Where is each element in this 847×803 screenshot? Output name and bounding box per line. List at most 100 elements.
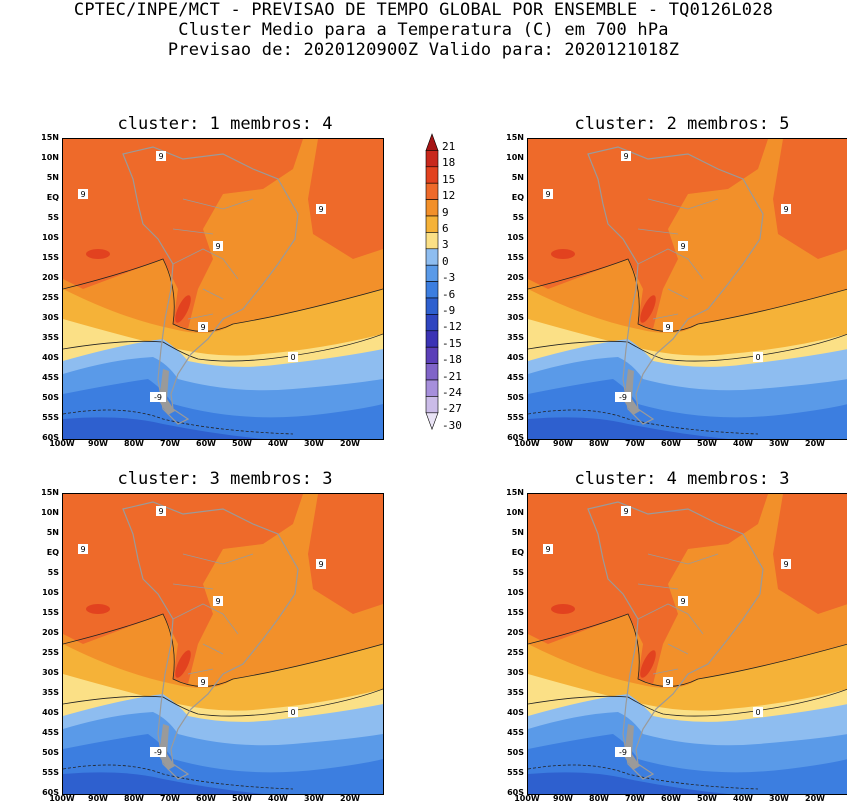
lat-tick-label: 15S — [42, 253, 59, 262]
temp-15-core-west — [551, 249, 575, 259]
colorbar-label: -21 — [442, 369, 462, 383]
contour-0 — [63, 333, 383, 362]
lat-tick-label: 40S — [507, 353, 524, 362]
lon-tick-label: 100W — [514, 439, 540, 448]
south-america-outline — [122, 146, 299, 425]
temp-12-15-region — [63, 494, 303, 684]
lat-tick-label: 30S — [507, 313, 524, 322]
svg-text:9: 9 — [200, 323, 205, 332]
lon-tick-label: 80W — [124, 439, 144, 448]
lon-tick-label: 60W — [196, 794, 216, 803]
lon-tick-label: 30W — [304, 439, 324, 448]
temp-15-core-west — [86, 604, 110, 614]
lon-tick-label: 20W — [340, 439, 360, 448]
contour-minus9 — [528, 764, 759, 790]
map-panel-1: 9 9 9 9 9 0 -9 — [62, 138, 384, 440]
contour-label-9: 9 — [781, 204, 791, 214]
lon-tick-label: 80W — [589, 439, 609, 448]
lat-tick-label: 25S — [507, 648, 524, 657]
lon-tick-label: 50W — [232, 439, 252, 448]
lat-tick-label: 30S — [507, 668, 524, 677]
svg-text:9: 9 — [680, 597, 685, 606]
temp-15-core-west — [86, 249, 110, 259]
contour-label-9: 9 — [78, 189, 88, 199]
lat-tick-label: 60S — [507, 788, 524, 797]
svg-text:0: 0 — [755, 353, 760, 362]
contour-9 — [63, 613, 383, 687]
colorbar-segment — [425, 215, 439, 233]
svg-text:0: 0 — [290, 353, 295, 362]
lat-tick-label: 30S — [42, 668, 59, 677]
colorbar-label: -15 — [442, 336, 462, 350]
contour-9 — [528, 613, 847, 687]
contour-label-0: 0 — [288, 352, 298, 362]
svg-text:9: 9 — [80, 190, 85, 199]
colorbar-segment — [425, 182, 439, 200]
contour-label-9: 9 — [781, 559, 791, 569]
lon-tick-label: 70W — [160, 794, 180, 803]
lon-tick-label: 90W — [553, 794, 573, 803]
lon-tick-label: 30W — [769, 794, 789, 803]
lon-tick-label: 90W — [553, 439, 573, 448]
contour-minus9 — [528, 409, 759, 435]
lat-tick-label: 15N — [41, 488, 59, 497]
contour-label-minus9: -9 — [150, 392, 166, 402]
south-america-outline — [587, 146, 764, 425]
colorbar-segment — [425, 363, 439, 381]
lat-tick-label: 45S — [507, 373, 524, 382]
svg-text:9: 9 — [200, 678, 205, 687]
lat-tick-label: EQ — [511, 548, 524, 557]
svg-text:9: 9 — [215, 597, 220, 606]
lat-tick-label: 15N — [506, 133, 524, 142]
lat-tick-label: 5N — [511, 528, 524, 537]
lat-tick-label: 40S — [507, 708, 524, 717]
panel-title-3: cluster: 3 membros: 3 — [117, 469, 333, 489]
lat-tick-label: EQ — [46, 548, 59, 557]
main-title-line3: Previsao de: 2020120900Z Valido para: 20… — [167, 40, 680, 60]
lat-tick-label: 50S — [507, 748, 524, 757]
lat-tick-label: 45S — [507, 728, 524, 737]
colorbar-label: 18 — [442, 156, 456, 170]
lat-tick-label: 35S — [507, 333, 524, 342]
lat-tick-label: 10N — [506, 508, 524, 517]
lat-tick-label: 10S — [507, 588, 524, 597]
lat-tick-label: 15S — [507, 253, 524, 262]
contour-label-minus9: -9 — [615, 747, 631, 757]
svg-text:-9: -9 — [619, 393, 627, 402]
colorbar-segment — [425, 314, 439, 332]
main-title-line1: CPTEC/INPE/MCT - PREVISAO DE TEMPO GLOBA… — [73, 0, 774, 20]
lon-tick-label: 100W — [49, 794, 75, 803]
temp-minus9-band — [528, 772, 728, 794]
lat-tick-label: 60S — [42, 788, 59, 797]
colorbar-label: 12 — [442, 189, 456, 203]
lat-tick-label: 25S — [42, 293, 59, 302]
temp-minus9-band — [63, 417, 263, 439]
temp-15-core-south — [175, 650, 191, 678]
lon-tick-label: 70W — [625, 439, 645, 448]
svg-text:-9: -9 — [619, 748, 627, 757]
temp-12-15-region — [528, 494, 768, 684]
colorbar-segment — [425, 150, 439, 168]
lat-tick-label: 60S — [507, 433, 524, 442]
svg-text:9: 9 — [158, 507, 163, 516]
temp-minus9-band — [63, 772, 263, 794]
lon-tick-label: 40W — [733, 439, 753, 448]
contour-label-9: 9 — [78, 544, 88, 554]
lat-tick-label: 10N — [41, 153, 59, 162]
lon-tick-label: 90W — [88, 794, 108, 803]
svg-text:9: 9 — [80, 545, 85, 554]
contour-0 — [63, 688, 383, 717]
contour-9 — [63, 258, 383, 332]
contour-label-0: 0 — [753, 352, 763, 362]
contour-label-9: 9 — [621, 151, 631, 161]
colorbar-segment — [425, 133, 439, 151]
lat-tick-label: 30S — [42, 313, 59, 322]
contour-label-9: 9 — [543, 544, 553, 554]
lat-tick-label: 35S — [42, 688, 59, 697]
svg-text:-9: -9 — [154, 748, 162, 757]
temp-12-15-east — [308, 494, 383, 614]
lat-tick-label: 5N — [511, 173, 524, 182]
colorbar-segment — [425, 412, 439, 431]
lon-tick-label: 30W — [304, 794, 324, 803]
lat-tick-label: 35S — [42, 333, 59, 342]
